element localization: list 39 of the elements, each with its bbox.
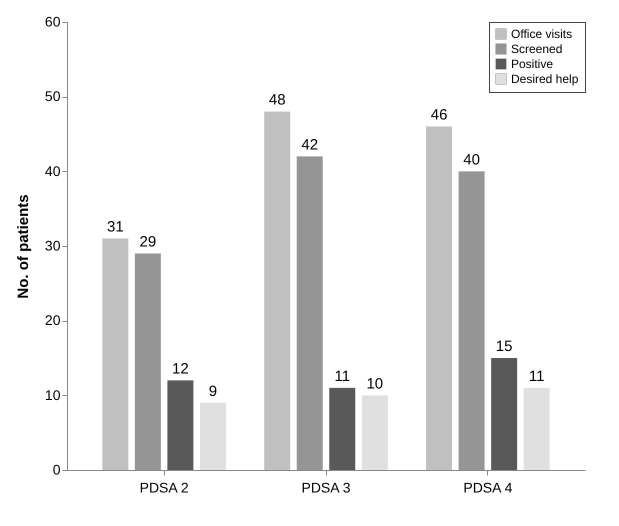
bar <box>167 380 194 470</box>
bar <box>458 171 485 470</box>
x-tick-label: PDSA 3 <box>301 480 351 496</box>
data-label: 31 <box>106 218 124 236</box>
data-label: 46 <box>430 106 448 124</box>
x-tick-label: PDSA 4 <box>463 480 513 496</box>
y-tick-label: 10 <box>44 386 61 403</box>
y-tick-label: 50 <box>44 88 61 104</box>
data-label: 15 <box>496 338 512 355</box>
bar <box>426 126 452 470</box>
bar <box>264 112 290 470</box>
data-label: 29 <box>140 233 156 250</box>
y-tick-label: 0 <box>52 462 61 478</box>
bar <box>134 253 161 470</box>
y-tick-label: 20 <box>44 312 61 328</box>
y-tick-label: 30 <box>44 238 61 254</box>
y-tick-label: 60 <box>44 14 61 30</box>
bar <box>102 238 128 470</box>
data-label: 48 <box>268 92 286 109</box>
legend-label: Positive <box>511 57 554 71</box>
data-label: 42 <box>301 136 318 154</box>
legend-label: Desired help <box>511 72 579 86</box>
bar <box>491 358 518 470</box>
data-label: 11 <box>334 368 350 385</box>
data-label: 9 <box>208 382 218 400</box>
data-label: 12 <box>172 360 189 378</box>
bar <box>329 388 356 470</box>
bar <box>524 388 550 470</box>
bar <box>200 402 226 470</box>
legend-label: Screened <box>511 42 562 56</box>
y-axis-title: No. of patients <box>14 194 32 299</box>
data-label: 10 <box>366 375 384 392</box>
x-tick-label: PDSA 2 <box>140 480 189 496</box>
legend-label: Office visits <box>511 27 572 41</box>
data-label: 11 <box>528 368 544 385</box>
data-label: 40 <box>463 151 480 168</box>
y-tick-label: 40 <box>44 162 61 179</box>
bar <box>362 395 388 470</box>
bar <box>296 156 323 470</box>
